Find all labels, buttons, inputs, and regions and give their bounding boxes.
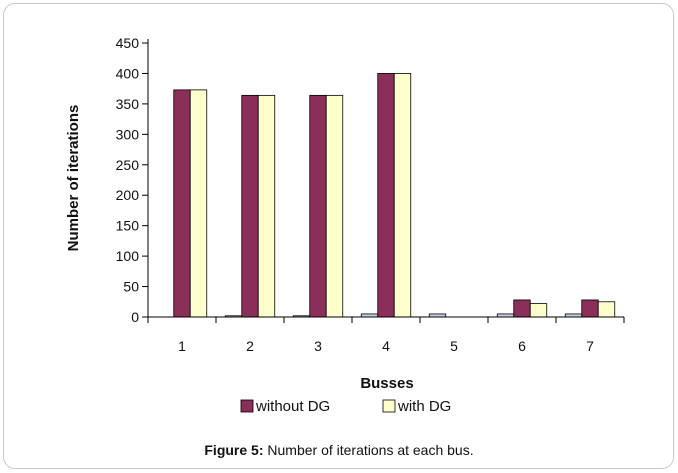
y-axis-ticks: 0 50 100 150 200 250 300 350 400 450	[116, 35, 148, 325]
bar-chart: 0 50 100 150 200 250 300 350 400 450 1 2 3 4 5 6 7 Numb…	[65, 35, 625, 415]
y-tick-label: 400	[116, 65, 140, 81]
bars	[173, 73, 616, 318]
y-tick-label: 350	[116, 96, 140, 112]
y-tick-label: 50	[123, 279, 139, 295]
x-axis-ticks: 1 2 3 4 5 6 7	[147, 317, 625, 354]
x-tick-label: 6	[518, 338, 526, 354]
legend: without DG with DG	[240, 398, 451, 415]
without-dg-bar	[241, 94, 259, 318]
caption-text: Number of iterations at each bus.	[263, 442, 474, 458]
x-tick-label: 3	[314, 338, 322, 354]
x-tick-label: 2	[246, 338, 254, 354]
figure-caption: Figure 5: Number of iterations at each b…	[0, 442, 678, 458]
with-dg-bar	[529, 303, 548, 318]
y-tick-label: 200	[116, 187, 140, 203]
y-axis-label: Number of iterations	[65, 105, 82, 252]
x-tick-label: 7	[586, 338, 594, 354]
y-tick-label: 0	[131, 309, 139, 325]
axes	[147, 39, 624, 318]
y-tick-label: 450	[116, 35, 140, 51]
y-tick-label: 150	[116, 218, 140, 234]
without-dg-bar	[581, 299, 599, 318]
x-tick-label: 1	[178, 338, 186, 354]
x-tick-label: 5	[450, 338, 458, 354]
y-tick-label: 250	[116, 157, 140, 173]
legend-label: without DG	[255, 398, 330, 415]
caption-label: Figure 5:	[204, 442, 264, 458]
with-dg-bar	[257, 94, 276, 318]
with-dg-bar	[189, 89, 208, 318]
with-dg-bar	[325, 94, 344, 318]
without-dg-bar	[377, 73, 395, 318]
y-tick-label: 100	[116, 248, 140, 264]
x-axis-label: Busses	[360, 375, 413, 392]
legend-swatch	[240, 399, 254, 413]
legend-swatch	[382, 399, 396, 413]
without-dg-bar	[173, 89, 191, 318]
without-dg-bar	[309, 94, 327, 318]
without-dg-bar	[513, 299, 531, 318]
legend-label: with DG	[397, 398, 451, 415]
y-tick-label: 300	[116, 126, 140, 142]
x-tick-label: 4	[382, 338, 390, 354]
with-dg-bar	[393, 73, 412, 318]
with-dg-bar	[597, 301, 616, 318]
